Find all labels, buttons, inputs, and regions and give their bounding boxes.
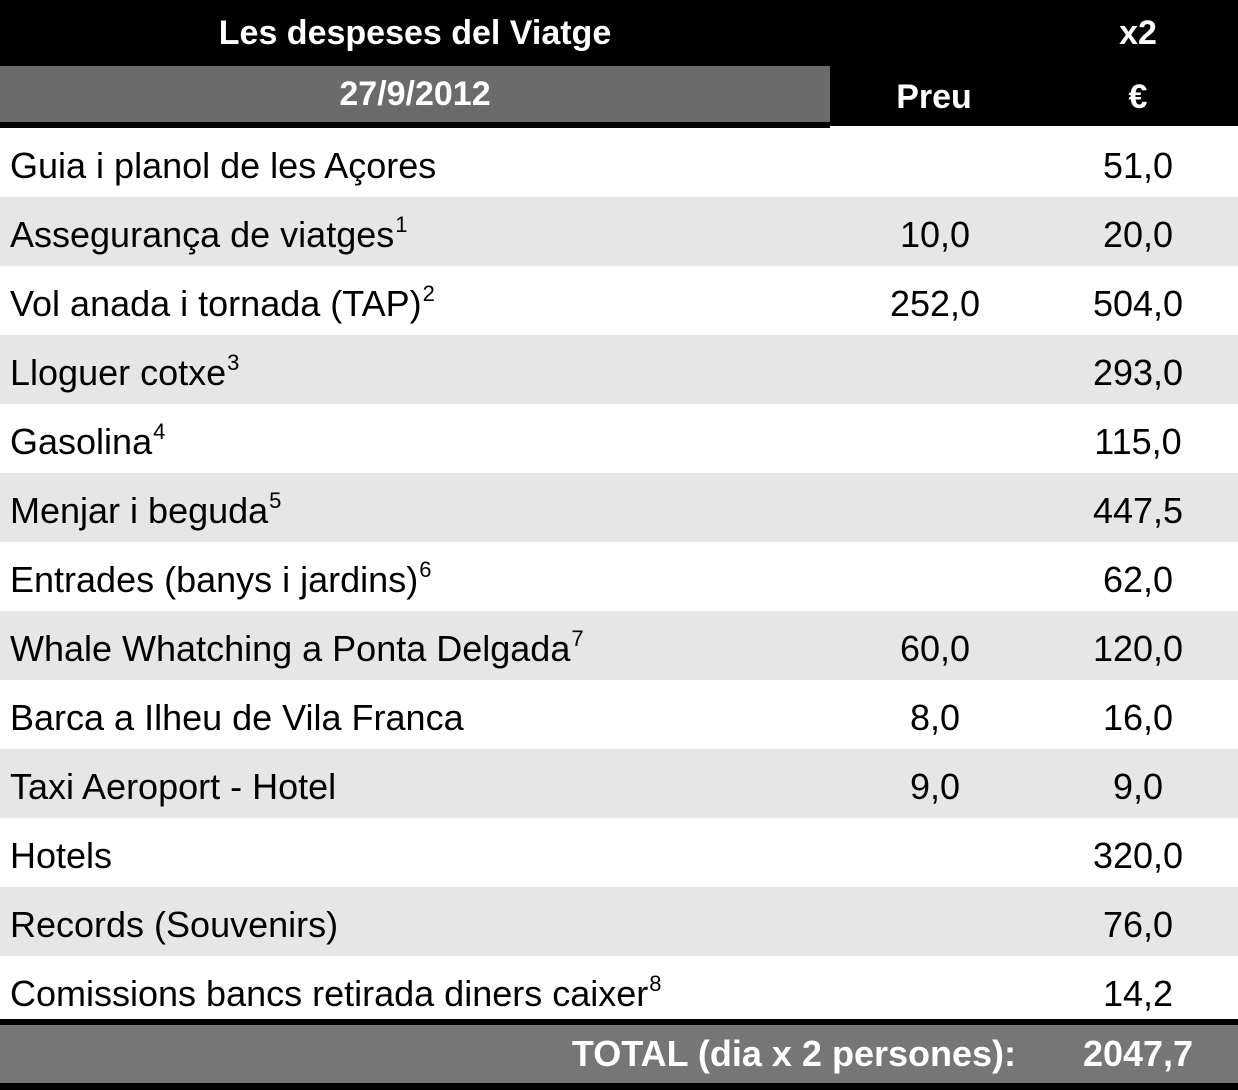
row-total: 293,0 — [1092, 352, 1184, 393]
row-price — [840, 473, 1030, 542]
table-row: Hotels 320,0 — [0, 818, 1238, 887]
row-label: Vol anada i tornada (TAP)2 — [10, 281, 435, 325]
total-value: 2047,7 — [1082, 1033, 1194, 1074]
row-label: Barca a Ilheu de Vila Franca — [10, 697, 464, 738]
table-row: Records (Souvenirs) 76,0 — [0, 887, 1238, 956]
row-label: Taxi Aeroport - Hotel — [10, 766, 337, 807]
table-row: Barca a Ilheu de Vila Franca 8,0 16,0 — [0, 680, 1238, 749]
footnote-marker: 5 — [269, 488, 282, 513]
row-price: 252,0 — [889, 283, 981, 324]
row-price — [840, 335, 1030, 404]
table-row: Lloguer cotxe3 293,0 — [0, 335, 1238, 404]
table-row: Entrades (banys i jardins)6 62,0 — [0, 542, 1238, 611]
row-total: 76,0 — [1102, 904, 1174, 945]
row-total: 120,0 — [1092, 628, 1184, 669]
row-price — [840, 956, 1030, 1025]
multiplier-header: x2 — [1119, 13, 1157, 52]
table-row: Taxi Aeroport - Hotel 9,0 9,0 — [0, 749, 1238, 818]
row-price: 10,0 — [899, 214, 971, 255]
table-row: Guia i planol de les Açores 51,0 — [0, 128, 1238, 197]
row-label: Assegurança de viatges1 — [10, 212, 408, 256]
row-label: Menjar i beguda5 — [10, 488, 282, 532]
row-label: Guia i planol de les Açores — [10, 145, 437, 186]
row-label: Comissions bancs retirada diners caixer8 — [10, 971, 662, 1015]
footnote-marker: 2 — [422, 281, 435, 306]
table-row: Whale Whatching a Ponta Delgada7 60,0 12… — [0, 611, 1238, 680]
header-divider — [0, 122, 830, 128]
row-total: 51,0 — [1102, 145, 1174, 186]
footnote-marker: 3 — [227, 350, 240, 375]
row-label: Whale Whatching a Ponta Delgada7 — [10, 626, 584, 670]
bottom-border — [0, 1083, 1238, 1090]
footnote-marker: 4 — [153, 419, 166, 444]
footnote-marker: 8 — [649, 971, 662, 996]
total-label: TOTAL (dia x 2 persones): — [571, 1033, 1016, 1074]
table-date: 27/9/2012 — [0, 66, 830, 122]
row-total: 115,0 — [1094, 421, 1182, 462]
table-row: Assegurança de viatges1 10,0 20,0 — [0, 197, 1238, 266]
row-total: 320,0 — [1092, 835, 1184, 876]
euro-column-header: € — [1128, 77, 1148, 116]
footnote-marker: 1 — [395, 212, 408, 237]
row-label: Hotels — [10, 835, 113, 876]
row-label: Lloguer cotxe3 — [10, 350, 240, 394]
row-total: 16,0 — [1102, 697, 1174, 738]
row-total: 62,0 — [1102, 559, 1174, 600]
expense-rows: Guia i planol de les Açores 51,0 Assegur… — [0, 128, 1238, 1025]
row-price — [840, 542, 1030, 611]
row-price — [840, 404, 1030, 473]
row-total: 14,2 — [1102, 973, 1174, 1014]
row-price: 9,0 — [909, 766, 961, 807]
header-right-block — [830, 0, 1238, 126]
row-price: 60,0 — [899, 628, 971, 669]
row-label: Records (Souvenirs) — [10, 904, 339, 945]
row-price — [840, 128, 1030, 197]
table-row: Comissions bancs retirada diners caixer8… — [0, 956, 1238, 1025]
table-row: Gasolina4 115,0 — [0, 404, 1238, 473]
price-column-header: Preu — [896, 77, 972, 116]
row-price: 8,0 — [909, 697, 961, 738]
footnote-marker: 6 — [419, 557, 432, 582]
row-price — [840, 818, 1030, 887]
row-label: Gasolina4 — [10, 419, 166, 463]
row-total: 504,0 — [1092, 283, 1184, 324]
row-price — [840, 887, 1030, 956]
total-divider — [0, 1019, 1238, 1025]
total-row: TOTAL (dia x 2 persones): 2047,7 — [0, 1025, 1238, 1083]
table-row: Menjar i beguda5 447,5 — [0, 473, 1238, 542]
row-total: 9,0 — [1112, 766, 1164, 807]
footnote-marker: 7 — [571, 626, 584, 651]
row-label: Entrades (banys i jardins)6 — [10, 557, 432, 601]
table-row: Vol anada i tornada (TAP)2 252,0 504,0 — [0, 266, 1238, 335]
table-title: Les despeses del Viatge — [0, 0, 830, 66]
row-total: 20,0 — [1102, 214, 1174, 255]
row-total: 447,5 — [1092, 490, 1184, 531]
